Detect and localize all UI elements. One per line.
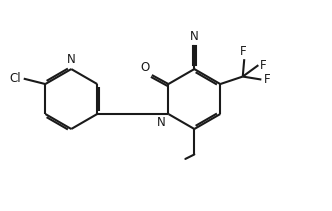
Text: N: N xyxy=(190,30,199,43)
Text: F: F xyxy=(240,45,247,58)
Text: F: F xyxy=(260,59,267,72)
Text: N: N xyxy=(67,53,76,66)
Text: F: F xyxy=(264,73,270,86)
Text: Cl: Cl xyxy=(10,72,21,85)
Text: N: N xyxy=(157,116,166,129)
Text: O: O xyxy=(140,61,149,74)
